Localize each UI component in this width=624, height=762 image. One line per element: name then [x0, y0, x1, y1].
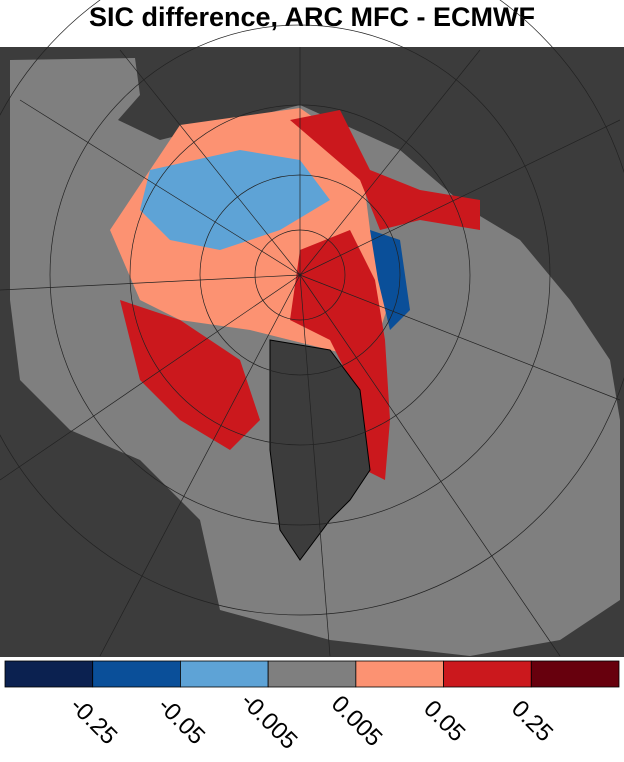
colorbar-swatch: [267, 660, 357, 688]
colorbar-swatch: [355, 660, 444, 688]
ice-diff-high: [290, 110, 480, 230]
colorbar-swatch: [180, 660, 269, 688]
colorbar-tick-label: -0.05: [152, 692, 210, 750]
colorbar-swatch: [4, 660, 94, 688]
colorbar-tick-label: -0.005: [235, 688, 302, 755]
ice-diff-high: [290, 230, 390, 480]
colorbar-tick-label: 0.005: [326, 690, 388, 752]
colorbar: -0.25 -0.05 -0.005 0.005 0.05 0.25: [4, 660, 620, 755]
greenland: [269, 339, 371, 561]
colorbar-tick-label: -0.25: [65, 692, 123, 750]
ice-diff-high: [120, 300, 260, 450]
colorbar-swatch: [92, 660, 181, 688]
map: [0, 0, 624, 657]
map-title: SIC difference, ARC MFC - ECMWF: [88, 2, 535, 32]
ice-diff-low: [370, 230, 410, 330]
ice-diff-negative: [140, 150, 330, 250]
colorbar-tick-label: 0.05: [418, 695, 470, 747]
colorbar-tick-label: 0.25: [506, 695, 558, 747]
colorbar-swatch: [530, 660, 620, 688]
colorbar-swatch: [443, 660, 532, 688]
graticule: [0, 0, 624, 657]
